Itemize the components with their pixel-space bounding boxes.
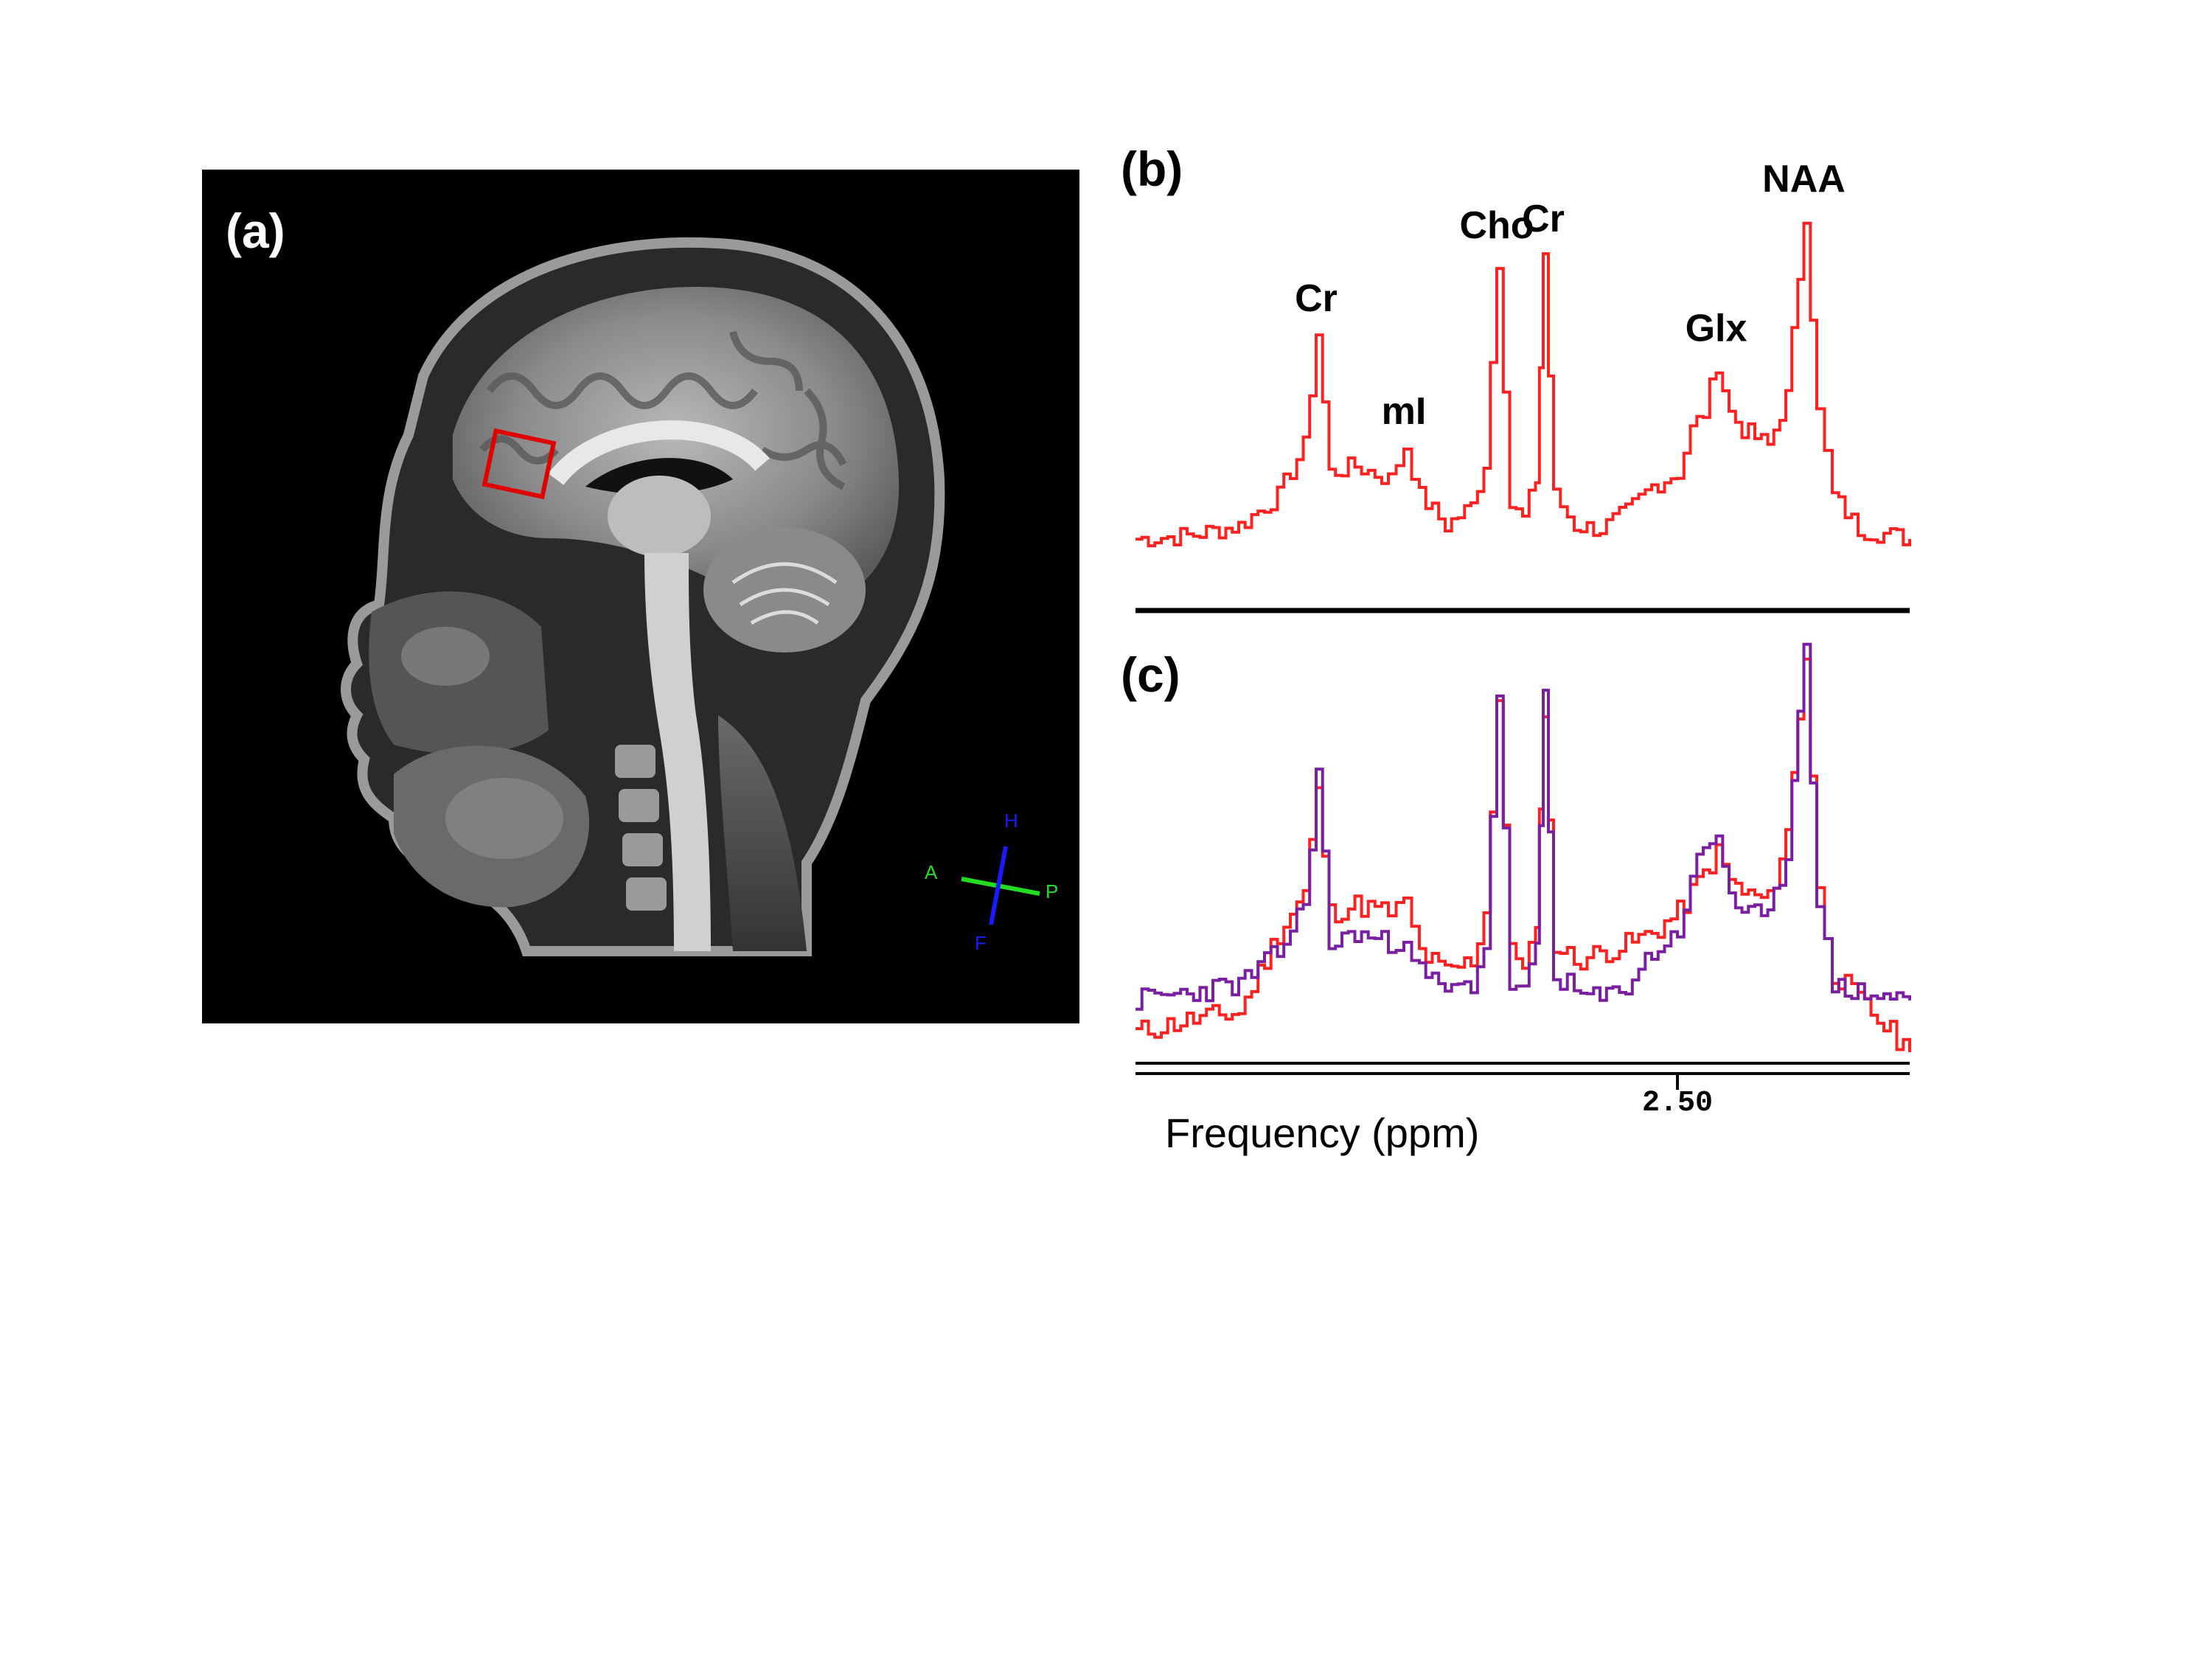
mri-sagittal-image: H A P F (a) bbox=[226, 204, 1058, 956]
hf-axis-line bbox=[989, 846, 1008, 925]
plot-c bbox=[1135, 642, 1911, 1052]
mri-image-panel: H A P F (a) bbox=[202, 170, 1079, 1023]
orientation-a: A bbox=[925, 861, 938, 883]
corpus-callosum bbox=[548, 420, 770, 486]
ap-axis-line bbox=[961, 877, 1040, 896]
brainstem bbox=[644, 553, 711, 951]
x-axis: 2.50 Frequency (ppm) bbox=[1135, 1062, 1910, 1156]
orientation-h: H bbox=[1004, 810, 1018, 832]
spectrum-b-line bbox=[1135, 221, 1911, 548]
panel-c-label: (c) bbox=[1121, 647, 1180, 702]
peak-label-2: Cho bbox=[1459, 204, 1534, 247]
peak-label-3: Cr bbox=[1522, 198, 1565, 240]
panel-b-label: (b) bbox=[1121, 142, 1183, 196]
orientation-p: P bbox=[1046, 880, 1058, 902]
peak-label-5: NAA bbox=[1762, 158, 1846, 201]
peak-label-0: Cr bbox=[1295, 277, 1338, 320]
x-tick-label: 2.50 bbox=[1642, 1087, 1713, 1120]
peak-label-4: Glx bbox=[1686, 307, 1747, 350]
orientation-f: F bbox=[975, 932, 987, 954]
thalamus bbox=[608, 476, 711, 557]
spectra-panel: (b) (c) Cr mI Cho Cr Glx NAA 2.50 Frequency (… bbox=[1106, 118, 1954, 1194]
voxel-box bbox=[481, 428, 557, 500]
panel-a-label: (a) bbox=[226, 204, 285, 258]
peak-label-1: mI bbox=[1382, 390, 1427, 433]
orientation-marker: H A P F bbox=[925, 810, 1058, 954]
x-axis-label: Frequency (ppm) bbox=[1165, 1110, 1479, 1156]
spectrum-c-red-line bbox=[1135, 657, 1911, 1052]
spectrum-c-purple-line bbox=[1135, 642, 1911, 1011]
plot-b bbox=[1135, 221, 1911, 548]
vertebrae bbox=[615, 745, 667, 911]
